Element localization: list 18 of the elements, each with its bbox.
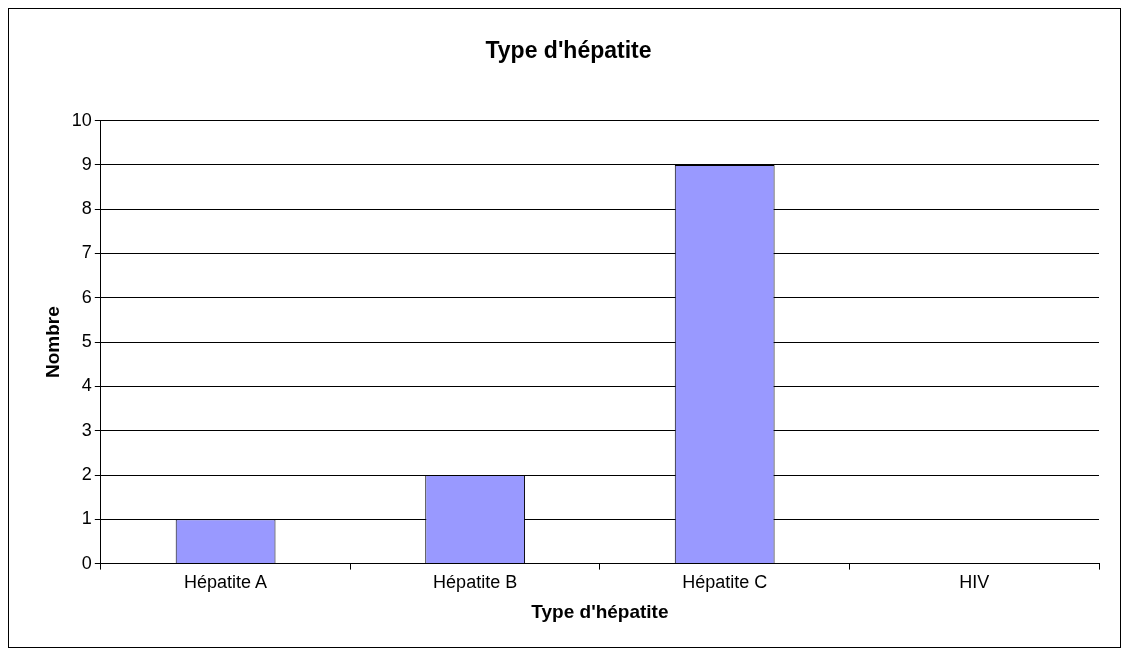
y-tick-label: 10 [71,109,92,130]
x-axis-title: Type d'hépatite [531,600,669,622]
x-tick-label: HIV [959,572,990,593]
y-tick-label: 9 [81,153,92,174]
y-tick-label: 5 [81,331,92,352]
y-tick-label: 0 [81,552,92,573]
y-tick-label: 1 [81,508,92,529]
y-tick-label: 3 [81,419,92,440]
y-tick-label: 2 [81,463,92,484]
y-tick-label: 6 [81,286,92,307]
y-tick-label: 4 [81,375,92,396]
chart-title: Type d'hépatite [485,37,652,64]
y-axis-title: Nombre [41,306,63,378]
y-tick-label: 8 [81,198,92,219]
x-tick-label: Hépatite B [433,572,518,593]
y-tick-label: 7 [81,242,92,263]
x-tick-label: Hépatite A [184,572,268,593]
x-tick-label: Hépatite C [682,572,768,593]
